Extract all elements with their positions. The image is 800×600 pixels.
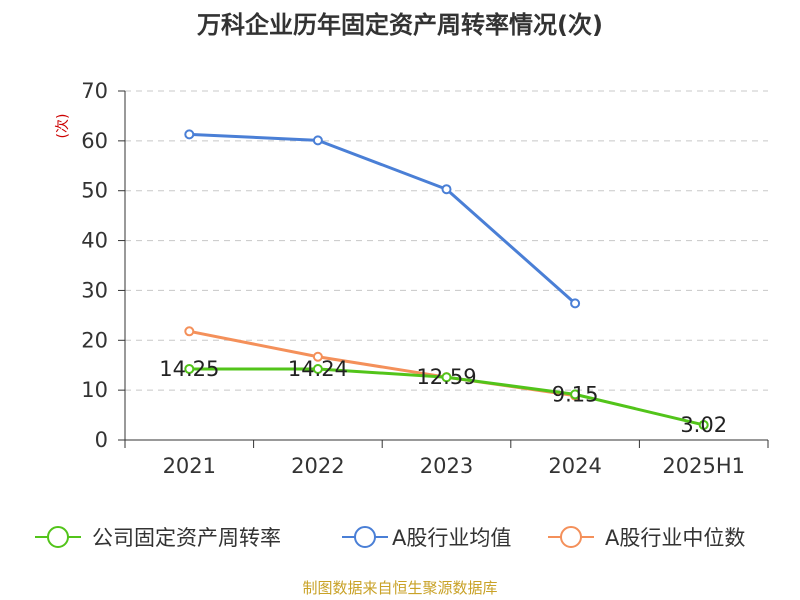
series-0 bbox=[184, 363, 709, 430]
x-tick-label: 2025H1 bbox=[662, 454, 745, 478]
series-line bbox=[189, 132, 577, 305]
y-tick-label: 0 bbox=[95, 428, 108, 452]
series-group bbox=[184, 129, 709, 430]
data-point bbox=[441, 184, 452, 195]
y-tick-label: 60 bbox=[81, 129, 108, 153]
legend-marker bbox=[560, 526, 582, 548]
data-label: 12.59 bbox=[416, 365, 476, 389]
y-tick-label: 40 bbox=[81, 229, 108, 253]
data-label: 3.02 bbox=[680, 413, 727, 437]
data-point bbox=[570, 298, 581, 309]
data-label: 14.24 bbox=[288, 357, 348, 381]
chart-title: 万科企业历年固定资产周转率情况(次) bbox=[197, 11, 603, 39]
y-axis-label: (次) bbox=[55, 114, 71, 139]
y-tick-label: 20 bbox=[81, 328, 108, 352]
data-point bbox=[312, 351, 323, 362]
legend: 公司固定资产周转率 A股行业均值 A股行业中位数 bbox=[35, 526, 745, 550]
legend-label: A股行业均值 bbox=[392, 526, 511, 550]
series-1 bbox=[184, 129, 581, 309]
data-labels: 14.25 14.24 12.59 9.15 3.02 bbox=[159, 357, 727, 437]
source-note: 制图数据来自恒生聚源数据库 bbox=[302, 579, 497, 597]
data-point bbox=[312, 364, 323, 375]
y-tick-label: 70 bbox=[81, 79, 108, 103]
data-point bbox=[312, 135, 323, 146]
x-tick-label: 2021 bbox=[163, 454, 216, 478]
y-tick-label: 50 bbox=[81, 179, 108, 203]
legend-item: A股行业均值 bbox=[342, 526, 511, 550]
legend-item: 公司固定资产周转率 bbox=[35, 526, 281, 550]
y-tick-label: 30 bbox=[81, 278, 108, 302]
legend-label: 公司固定资产周转率 bbox=[92, 526, 281, 550]
data-point bbox=[441, 372, 452, 383]
data-label: 9.15 bbox=[552, 382, 599, 406]
legend-marker bbox=[47, 526, 69, 548]
x-tick-label: 2024 bbox=[548, 454, 601, 478]
data-point bbox=[184, 129, 195, 140]
data-point bbox=[184, 326, 195, 337]
axes: 0 10 20 30 40 50 60 70 2021 2022 2023 2024 2025H1 bbox=[81, 79, 769, 478]
data-point bbox=[698, 419, 709, 430]
data-label: 14.25 bbox=[159, 357, 219, 381]
x-tick-label: 2022 bbox=[291, 454, 344, 478]
data-point bbox=[570, 389, 581, 400]
series-2 bbox=[184, 326, 581, 401]
legend-item: A股行业中位数 bbox=[548, 526, 745, 550]
y-tick-label: 10 bbox=[81, 378, 108, 402]
legend-label: A股行业中位数 bbox=[605, 526, 745, 550]
x-tick-label: 2023 bbox=[420, 454, 473, 478]
legend-marker bbox=[354, 526, 376, 548]
data-point bbox=[184, 363, 195, 374]
